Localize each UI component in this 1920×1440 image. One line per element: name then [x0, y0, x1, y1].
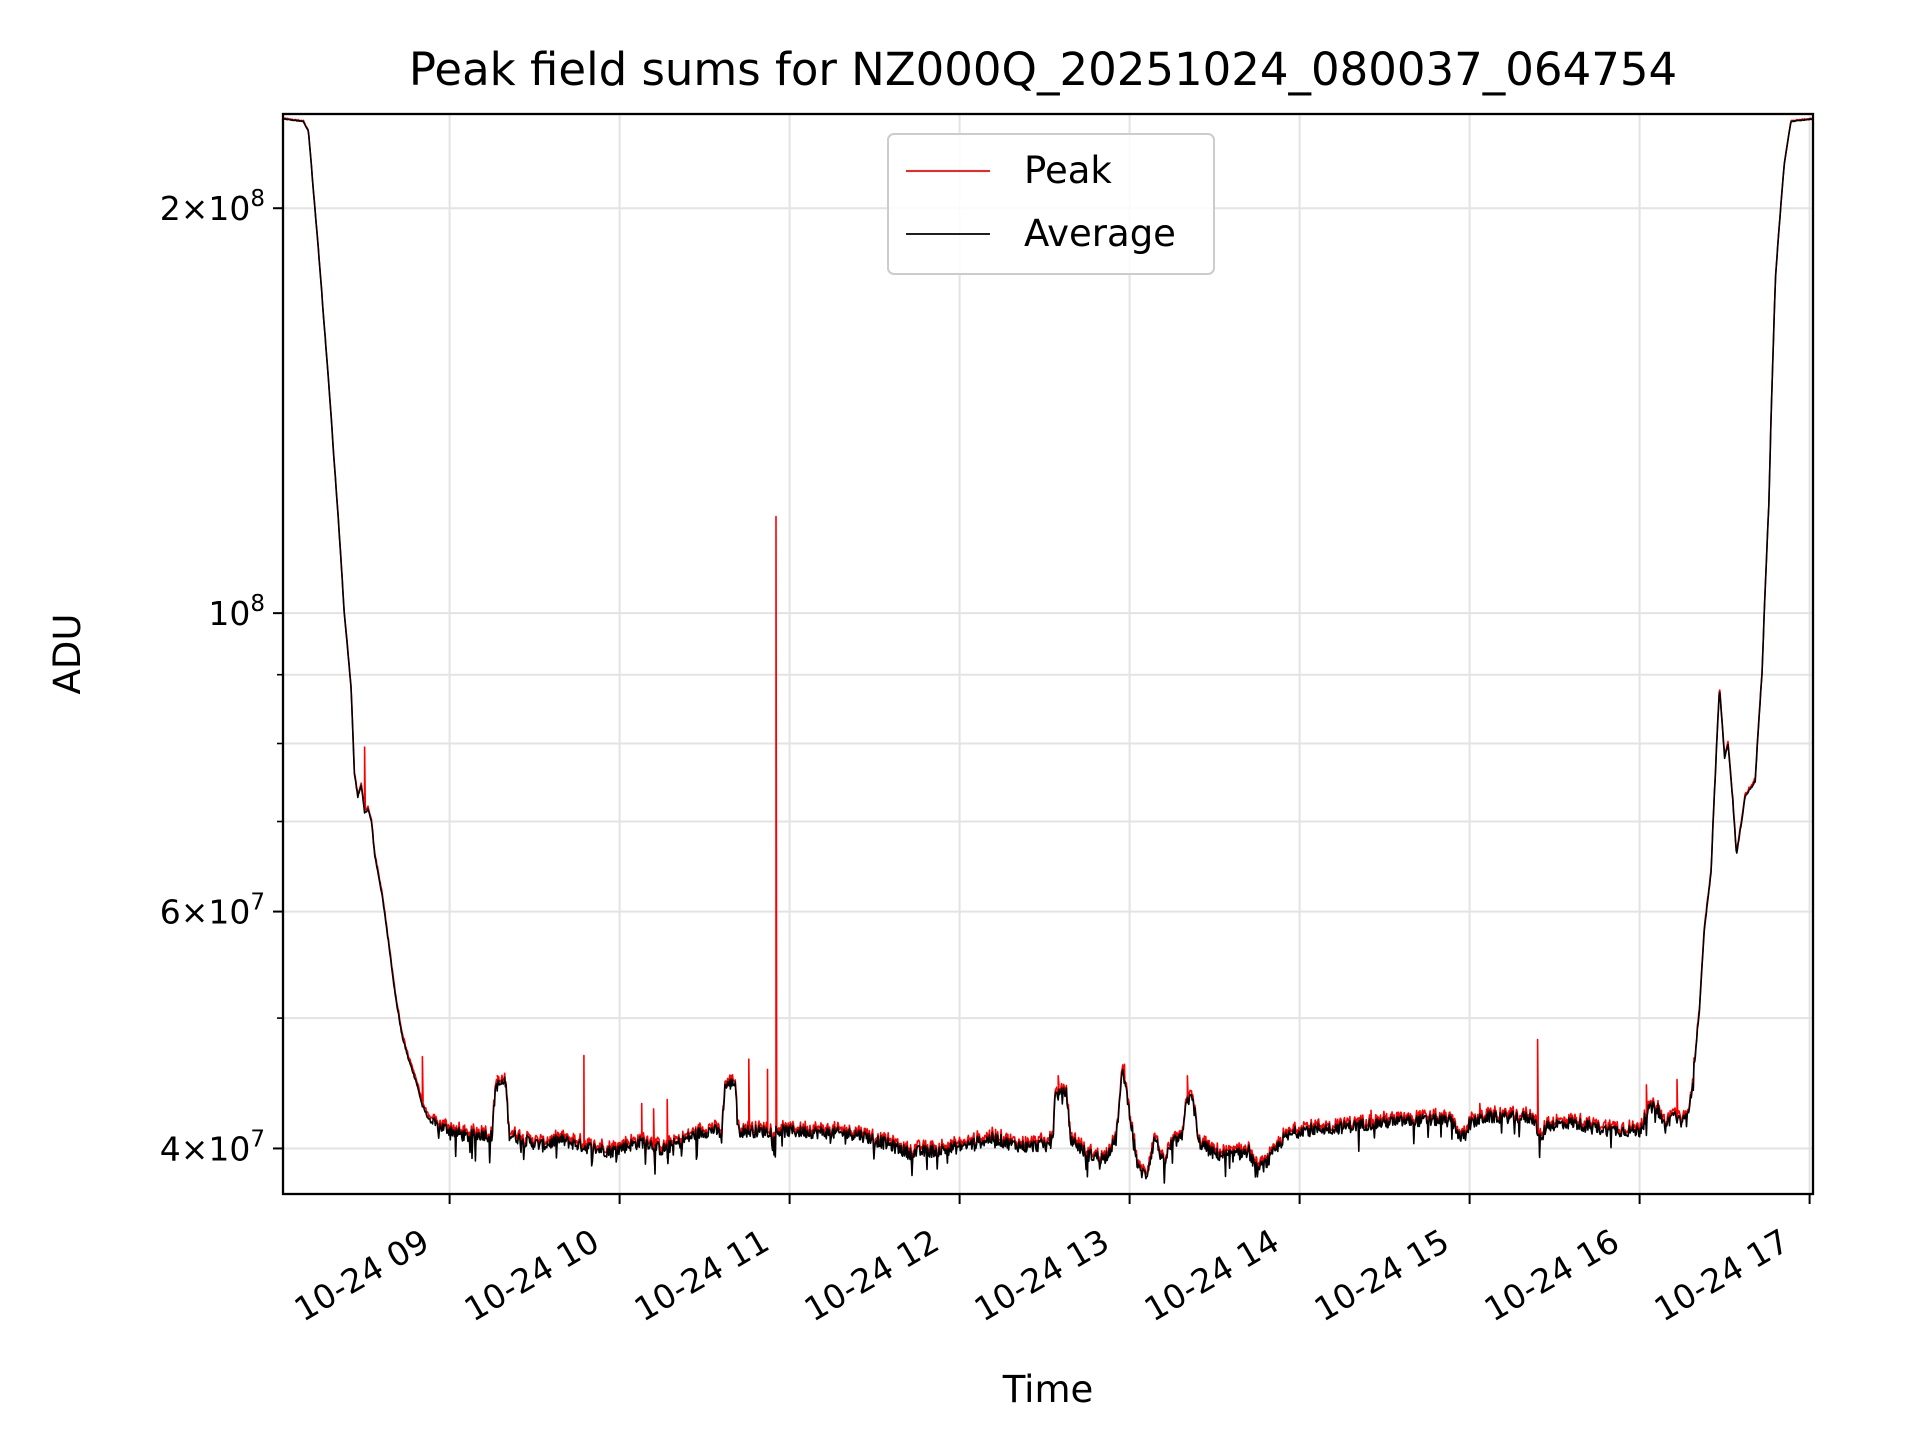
y-tick-base: 10 [208, 1129, 250, 1168]
y-tick-label: 6×107 [160, 890, 265, 932]
grid-layer [283, 114, 1813, 1194]
y-tick-exponent: 7 [250, 1126, 265, 1152]
legend: Peak Average [887, 133, 1215, 275]
chart-title: Peak field sums for NZ000Q_20251024_0800… [409, 43, 1677, 96]
average-series-line [282, 118, 1814, 1184]
plot-frame [281, 112, 1815, 1196]
legend-box [887, 133, 1215, 275]
x-axis-label: Time [1002, 1368, 1094, 1411]
y-tick-base: 10 [208, 594, 250, 633]
y-tick-mantissa: 4 [160, 1129, 181, 1168]
y-tick-exponent: 8 [250, 186, 265, 212]
y-axis-label: ADU [46, 614, 89, 695]
y-tick-times: × [181, 189, 209, 228]
y-tick-label: 108 [208, 591, 265, 633]
y-tick-base: 10 [208, 893, 250, 932]
legend-label-average: Average [1024, 212, 1176, 255]
series-layer [282, 117, 1814, 1184]
legend-label-peak: Peak [1024, 149, 1112, 192]
y-tick-times: × [181, 1129, 209, 1168]
y-tick-base: 10 [208, 189, 250, 228]
y-tick-label: 2×108 [160, 186, 265, 228]
y-tick-times: × [181, 893, 209, 932]
y-tick-exponent: 7 [250, 890, 265, 916]
y-tick-mantissa: 6 [160, 893, 181, 932]
y-tick-label: 4×107 [160, 1126, 265, 1168]
y-tick-exponent: 8 [250, 591, 265, 617]
y-tick-mantissa: 2 [160, 189, 181, 228]
